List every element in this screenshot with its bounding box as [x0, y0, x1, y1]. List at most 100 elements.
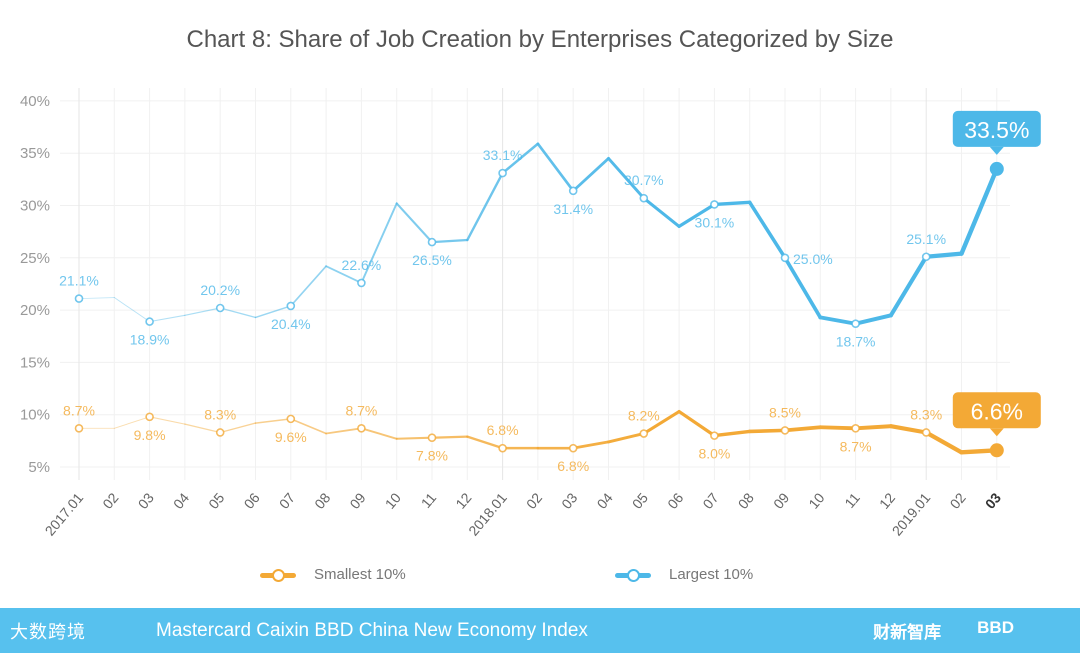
x-tick-label: 06 [664, 489, 686, 511]
last-data-point [989, 161, 1004, 176]
x-tick-label: 03 [135, 489, 157, 511]
line-segment [888, 424, 929, 435]
data-point [921, 428, 931, 437]
line-segment [430, 435, 469, 439]
line-segment [571, 440, 610, 450]
x-tick-label: 07 [699, 489, 721, 511]
line-segment [289, 418, 327, 435]
line-segment [466, 435, 504, 450]
line-segment [853, 313, 893, 326]
data-label: 20.4% [271, 316, 311, 332]
line-segment [325, 265, 363, 284]
line-segment [254, 305, 292, 319]
line-segment [712, 200, 752, 207]
line-segment [853, 424, 893, 431]
data-point [568, 443, 578, 453]
line-segment [78, 297, 115, 299]
data-point [427, 433, 437, 443]
data-label: 8.7% [345, 402, 377, 418]
data-label: 30.7% [624, 172, 664, 188]
last-data-point [989, 443, 1004, 458]
line-segment [395, 202, 434, 244]
line-segment [360, 202, 398, 284]
data-label: 6.8% [487, 422, 519, 438]
brand-caixin-logo: 财新智库 [873, 623, 942, 642]
data-label: 25.1% [906, 231, 946, 247]
data-point [145, 412, 154, 422]
data-point [851, 319, 860, 328]
data-label: 18.7% [836, 334, 876, 350]
x-tick-label: 02 [947, 489, 969, 511]
data-point [710, 431, 719, 440]
data-point [286, 414, 296, 424]
line-segment [184, 307, 221, 316]
data-point [215, 428, 225, 437]
line-segment [677, 409, 717, 438]
line-segment [184, 423, 221, 434]
line-segment [818, 315, 858, 326]
data-point [145, 317, 154, 326]
data-point [357, 423, 366, 433]
line-segment [642, 196, 681, 228]
data-label: 21.1% [59, 273, 99, 289]
x-tick-label: 12 [452, 489, 474, 511]
data-label: 30.1% [695, 214, 735, 230]
callout-pointer [989, 146, 1004, 155]
x-tick-label: 02 [523, 489, 545, 511]
data-label: 31.4% [553, 201, 593, 217]
data-label: 26.5% [412, 252, 452, 268]
x-tick-label: 08 [311, 489, 333, 511]
logo: 大数跨境 [10, 621, 86, 642]
line-segment [360, 427, 398, 440]
data-label: 8.7% [63, 402, 95, 418]
brand-bbd-logo: BBD [977, 618, 1014, 637]
line-segment [607, 156, 646, 200]
data-point [780, 253, 790, 263]
y-tick-label: 15% [20, 354, 50, 371]
data-label: 8.2% [628, 408, 660, 424]
footer-title: Mastercard Caixin BBD China New Economy … [156, 619, 588, 641]
x-tick-label: 04 [170, 489, 192, 511]
line-segment [501, 142, 540, 175]
x-tick-label: 08 [735, 489, 757, 511]
line-segment [571, 157, 610, 193]
line-segment [395, 436, 434, 440]
line-segment [536, 142, 575, 193]
data-label: 18.9% [130, 332, 170, 348]
line-segment [289, 265, 327, 307]
data-label: 22.6% [342, 257, 382, 273]
x-tick-label: 2018.01 [465, 489, 510, 538]
callout-box [952, 110, 1041, 147]
line-segment [466, 171, 504, 242]
data-label: 6.8% [557, 458, 589, 474]
x-tick-label: 06 [241, 489, 263, 511]
data-label: 8.7% [840, 438, 872, 454]
data-point [74, 294, 84, 303]
y-tick-label: 20% [20, 302, 50, 319]
line-segment [747, 428, 787, 434]
y-tick-label: 30% [20, 198, 50, 215]
x-tick-label: 2017.01 [42, 489, 87, 538]
legend-item-largest: Largest 10% [615, 566, 753, 583]
line-chart: 5% 10% 15% 20% 25% 30% 35% 40% 2017.01 02 03 04 05 06… [20, 88, 1041, 539]
data-label: 8.3% [204, 406, 236, 422]
line-segment [677, 202, 717, 229]
data-point [427, 237, 437, 247]
data-label: 8.3% [910, 406, 942, 422]
callout-label: 6.6% [971, 398, 1023, 424]
line-segment [924, 430, 964, 455]
legend-swatch-largest [615, 568, 651, 582]
callout-pointer [989, 428, 1004, 437]
line-segment [642, 410, 681, 436]
x-tick-label: 09 [770, 489, 792, 511]
x-tick-label: 02 [99, 489, 121, 511]
line-segment [430, 238, 469, 244]
line-segment [325, 427, 363, 435]
y-tick-label: 5% [28, 459, 50, 476]
data-point [215, 303, 225, 313]
line-segment [149, 416, 186, 425]
line-segment [924, 251, 964, 259]
x-tick-label: 03 [558, 489, 580, 511]
data-point [921, 252, 931, 262]
line-segment [747, 200, 787, 260]
